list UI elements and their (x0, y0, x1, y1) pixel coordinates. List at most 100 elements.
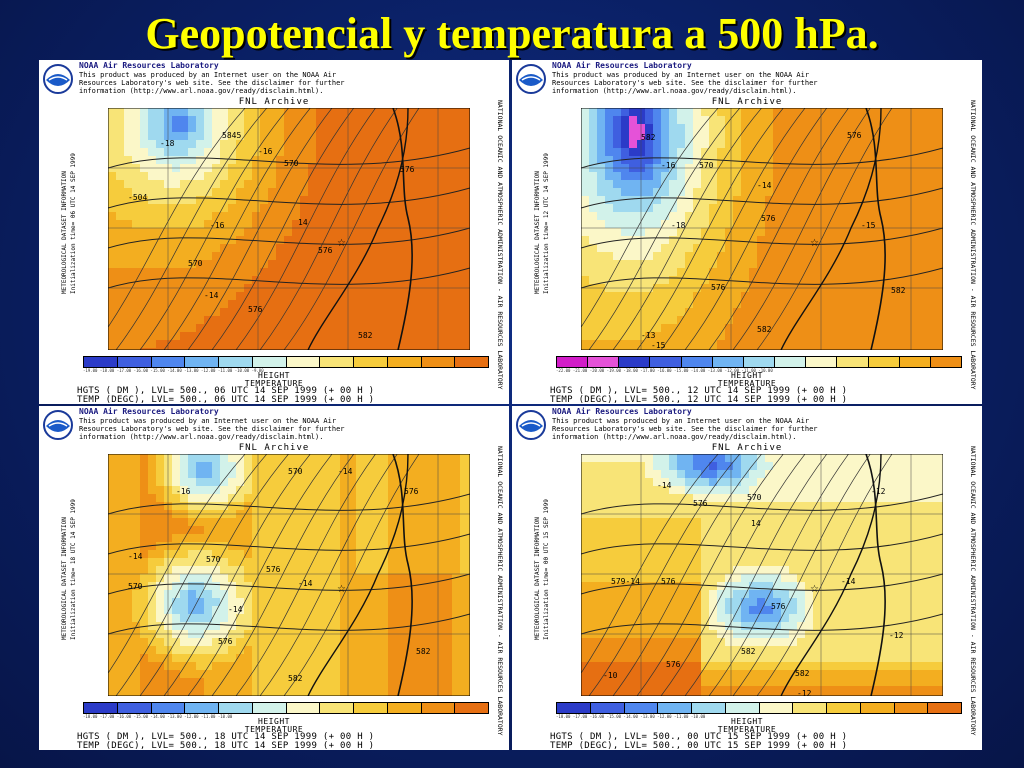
disclaimer-line: Resources Laboratory's web site. See the… (79, 79, 345, 87)
contour-label: -14 (298, 579, 313, 588)
colorbar-swatch (837, 357, 869, 367)
noaa-logo-icon (43, 410, 73, 440)
colorbar-swatch (619, 357, 651, 367)
contour-label: 576 (218, 637, 233, 646)
colorbar-ticks: -19.00 -18.00 -17.00 -16.00 -15.00 -14.0… (83, 368, 264, 373)
noaa-arl-sidebar: NATIONAL OCEANIC AND ATMOSPHERIC ADMINIS… (495, 446, 505, 746)
disclaimer-line: information (http://www.arl.noaa.gov/rea… (79, 433, 324, 441)
height-label: HEIGHT (258, 371, 290, 380)
map-area: -14 576 570 14 -12 579-14 576 -14 576 582 -12 576 58… (564, 448, 950, 703)
contour-label: 582 (288, 674, 303, 683)
contour-label: 576 (847, 131, 862, 140)
weather-map-panel: NOAA Air Resources Laboratory This produ… (512, 406, 982, 750)
colorbar-swatch (712, 357, 744, 367)
weather-map-panel: NOAA Air Resources Laboratory This produ… (512, 60, 982, 404)
height-caption: HGTS ( DM ), LVL= 500., 06 UTC 14 SEP 19… (77, 386, 375, 396)
archive-label: FNL Archive (238, 443, 310, 453)
colorbar-ticks: -18.00 -17.00 -16.00 -15.00 -14.00 -13.0… (83, 714, 233, 719)
disclaimer-line: Resources Laboratory's web site. See the… (79, 425, 345, 433)
temperature-shading (581, 454, 950, 703)
contour-label: -12 (871, 487, 886, 496)
colorbar-swatch (455, 357, 488, 367)
colorbar-swatch (252, 703, 287, 713)
contour-label: -504 (128, 193, 147, 202)
dataset-info-label: METEOROLOGICAL DATASET INFORMATION (61, 171, 68, 294)
colorbar-swatch (151, 357, 186, 367)
contour-label: 582 (891, 286, 906, 295)
disclaimer-line: This product was produced by an Internet… (79, 71, 337, 79)
colorbar-swatch (557, 703, 591, 713)
disclaimer-line: Resources Laboratory's web site. See the… (552, 425, 818, 433)
colorbar-swatch (219, 357, 253, 367)
colorbar-swatch (775, 357, 807, 367)
height-contours (91, 102, 471, 351)
noaa-arl-label: NATIONAL OCEANIC AND ATMOSPHERIC ADMINIS… (496, 100, 504, 390)
initialization-time-label: Initialization time= 18 UTC 14 SEP 1999 (70, 499, 77, 640)
map-area: 582 -16 576 570 -14 -15 576 -18 576 -15 582 582 -13 … (564, 102, 950, 357)
colorbar-swatch (692, 703, 726, 713)
temperature-label: TEMPERATURE (717, 725, 777, 734)
height-label: HEIGHT (258, 717, 290, 726)
contour-label: 582 (757, 325, 772, 334)
disclaimer-line: Resources Laboratory's web site. See the… (552, 79, 818, 87)
height-label: HEIGHT (731, 371, 763, 380)
contour-label: 570 (206, 555, 221, 564)
temperature-field-map: -18 5845 -16 570 576 -504 -16 14 576 570 -14 576 582… (91, 102, 477, 370)
noaa-logo-icon (516, 64, 546, 94)
weather-map-panel: NOAA Air Resources Laboratory This produ… (39, 60, 509, 404)
temperature-colorbar (83, 356, 489, 368)
header-title: NOAA Air Resources Laboratory (79, 61, 219, 70)
colorbar-swatch (743, 357, 776, 367)
height-label: HEIGHT (731, 717, 763, 726)
colorbar-swatch (455, 703, 488, 713)
initialization-time-label: Initialization time= 12 UTC 14 SEP 1999 (543, 153, 550, 294)
contour-label: -18 (160, 139, 175, 148)
contour-label: 576 (318, 246, 333, 255)
archive-label: FNL Archive (238, 97, 310, 107)
colorbar-ticks: -22.00 -21.00 -20.00 -19.00 -18.00 -17.0… (556, 368, 773, 373)
colorbar-swatch (860, 703, 895, 713)
colorbar-swatch (588, 357, 620, 367)
temperature-label: TEMPERATURE (717, 379, 777, 388)
contour-label: 582 (358, 331, 373, 340)
colorbar-swatch (185, 357, 219, 367)
contour-label: 5845 (222, 131, 241, 140)
map-area: 570 -14 -16 576 -14 570 576 570 -14 -14 576 582 582 … (91, 448, 477, 703)
contour-label: 570 (128, 582, 143, 591)
dataset-info-sidebar: METEOROLOGICAL DATASET INFORMATION Initi… (534, 144, 550, 374)
colorbar-swatch (252, 357, 287, 367)
colorbar-swatch (930, 357, 962, 367)
noaa-arl-label: NATIONAL OCEANIC AND ATMOSPHERIC ADMINIS… (969, 446, 977, 736)
map-area: -18 5845 -16 570 576 -504 -16 14 576 570 -14 576 582… (91, 102, 477, 370)
colorbar-swatch (421, 703, 456, 713)
station-star-icon: ☆ (337, 238, 346, 249)
station-star-icon: ☆ (810, 584, 819, 595)
temperature-colorbar (83, 702, 489, 714)
colorbar-swatch (899, 357, 931, 367)
colorbar-swatch (658, 703, 692, 713)
temperature-colorbar (556, 356, 962, 368)
contour-label: 582 (795, 669, 810, 678)
header-title: NOAA Air Resources Laboratory (552, 407, 692, 416)
colorbar-swatch (286, 703, 321, 713)
station-star-icon: ☆ (337, 584, 346, 595)
contour-label: -14 (841, 577, 856, 586)
colorbar-swatch (387, 703, 422, 713)
colorbar-swatch (894, 703, 929, 713)
temperature-label: TEMPERATURE (244, 725, 304, 734)
colorbar-swatch (185, 703, 219, 713)
disclaimer-line: information (http://www.arl.noaa.gov/rea… (552, 87, 797, 95)
height-caption: HGTS ( DM ), LVL= 500., 12 UTC 14 SEP 19… (550, 386, 848, 396)
dataset-info-label: METEOROLOGICAL DATASET INFORMATION (534, 171, 541, 294)
contour-label: 582 (741, 647, 756, 656)
contour-label: 582 (416, 647, 431, 656)
slide-title: Geopotencial y temperatura a 500 hPa. (145, 9, 879, 58)
noaa-arl-sidebar: NATIONAL OCEANIC AND ATMOSPHERIC ADMINIS… (968, 446, 978, 746)
initialization-time-label: Initialization time= 06 UTC 14 SEP 1999 (70, 153, 77, 294)
temperature-field-map: 582-16576570-14-15576-18576-15582582-13 … (564, 102, 950, 357)
dataset-info-label: METEOROLOGICAL DATASET INFORMATION (61, 517, 68, 640)
colorbar-ticks: -18.00 -17.00 -16.00 -15.00 -14.00 -13.0… (556, 714, 706, 719)
colorbar-swatch (320, 357, 354, 367)
contour-label: -14 (204, 291, 219, 300)
